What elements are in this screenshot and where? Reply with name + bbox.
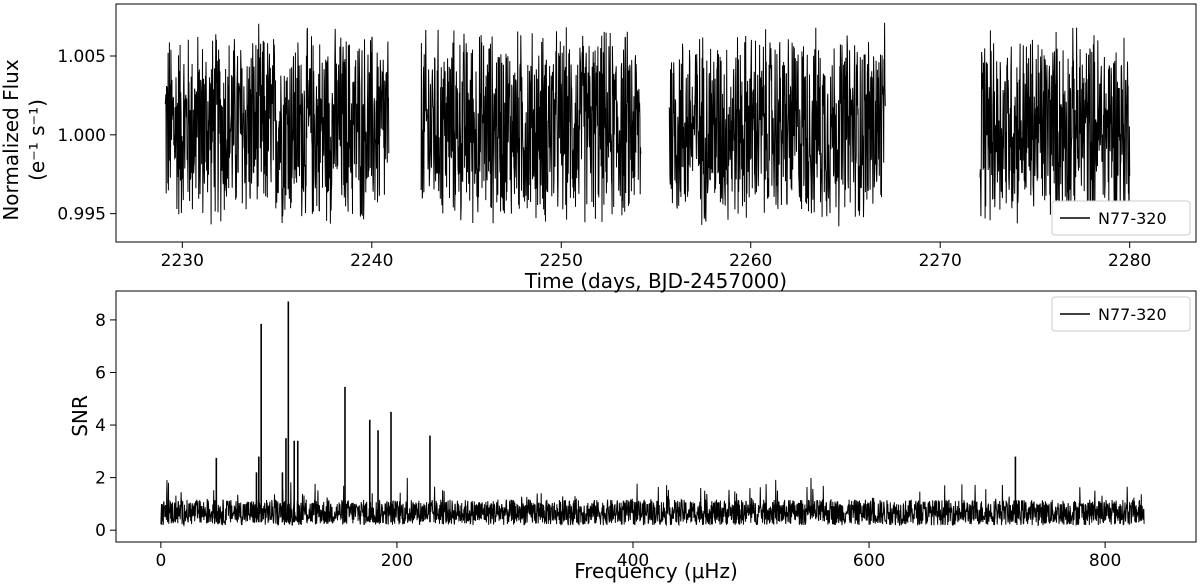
flux-y-tick-label: 0.995 bbox=[57, 205, 106, 225]
snr-y-tick-label: 0 bbox=[95, 521, 106, 541]
flux-legend: N77-320 bbox=[1051, 200, 1191, 236]
flux-legend-label: N77-320 bbox=[1098, 209, 1167, 228]
snr-legend-label: N77-320 bbox=[1098, 305, 1167, 324]
snr-x-axis-label: Frequency (μHz) bbox=[574, 559, 738, 583]
flux-x-tick-label: 2280 bbox=[1108, 251, 1151, 271]
flux-panel: 2230 2240 2250 2260 2270 22800.9951.0001.005 … bbox=[0, 3, 1197, 293]
flux-series-segment-3 bbox=[668, 22, 886, 227]
snr-x-tick-label: 600 bbox=[853, 551, 885, 571]
flux-axes-frame bbox=[115, 3, 1197, 243]
flux-legend-box bbox=[1051, 200, 1191, 236]
flux-y-axis-label-line1: Normalized Flux bbox=[0, 59, 23, 221]
snr-plot-area bbox=[160, 301, 1145, 528]
flux-plot-area bbox=[164, 22, 1131, 229]
snr-ticks: 0 200 400 600 800 0 2 4 6 8 bbox=[95, 311, 1121, 571]
flux-y-tick-label: 1.005 bbox=[57, 47, 106, 67]
flux-x-axis-label: Time (days, BJD-2457000) bbox=[524, 269, 787, 293]
flux-series-segment-1 bbox=[164, 23, 390, 225]
flux-x-tick-label: 2250 bbox=[540, 251, 583, 271]
snr-x-tick-label: 0 bbox=[155, 551, 166, 571]
flux-y-axis-label-line2: (e⁻¹ s⁻¹) bbox=[25, 99, 49, 181]
snr-y-tick-label: 6 bbox=[95, 363, 106, 383]
flux-x-tick-label: 2240 bbox=[350, 251, 393, 271]
snr-legend: N77-320 bbox=[1051, 296, 1191, 332]
flux-series-segment-2 bbox=[420, 27, 642, 224]
snr-panel: 0 200 400 600 800 0 2 4 6 8 Frequency (μHz) SNR N… bbox=[68, 290, 1197, 583]
snr-x-tick-label: 400 bbox=[617, 551, 649, 571]
snr-x-tick-label: 800 bbox=[1089, 551, 1121, 571]
flux-x-tick-label: 2260 bbox=[729, 251, 772, 271]
flux-ticks: 2230 2240 2250 2260 2270 2280 0.995 1.000 1.005 bbox=[57, 47, 1151, 271]
flux-series-segment-4 bbox=[979, 27, 1131, 229]
snr-y-tick-label: 4 bbox=[95, 416, 106, 436]
snr-y-tick-label: 2 bbox=[95, 469, 106, 489]
snr-series-line bbox=[160, 477, 1145, 528]
flux-x-tick-label: 2230 bbox=[161, 251, 204, 271]
snr-y-tick-label: 8 bbox=[95, 311, 106, 331]
snr-legend-box bbox=[1051, 296, 1191, 332]
flux-x-tick-label: 2270 bbox=[919, 251, 962, 271]
flux-y-tick-label: 1.000 bbox=[57, 126, 106, 146]
snr-x-tick-label: 200 bbox=[381, 551, 413, 571]
snr-y-axis-label: SNR bbox=[68, 395, 92, 437]
snr-axes-frame bbox=[115, 290, 1197, 543]
